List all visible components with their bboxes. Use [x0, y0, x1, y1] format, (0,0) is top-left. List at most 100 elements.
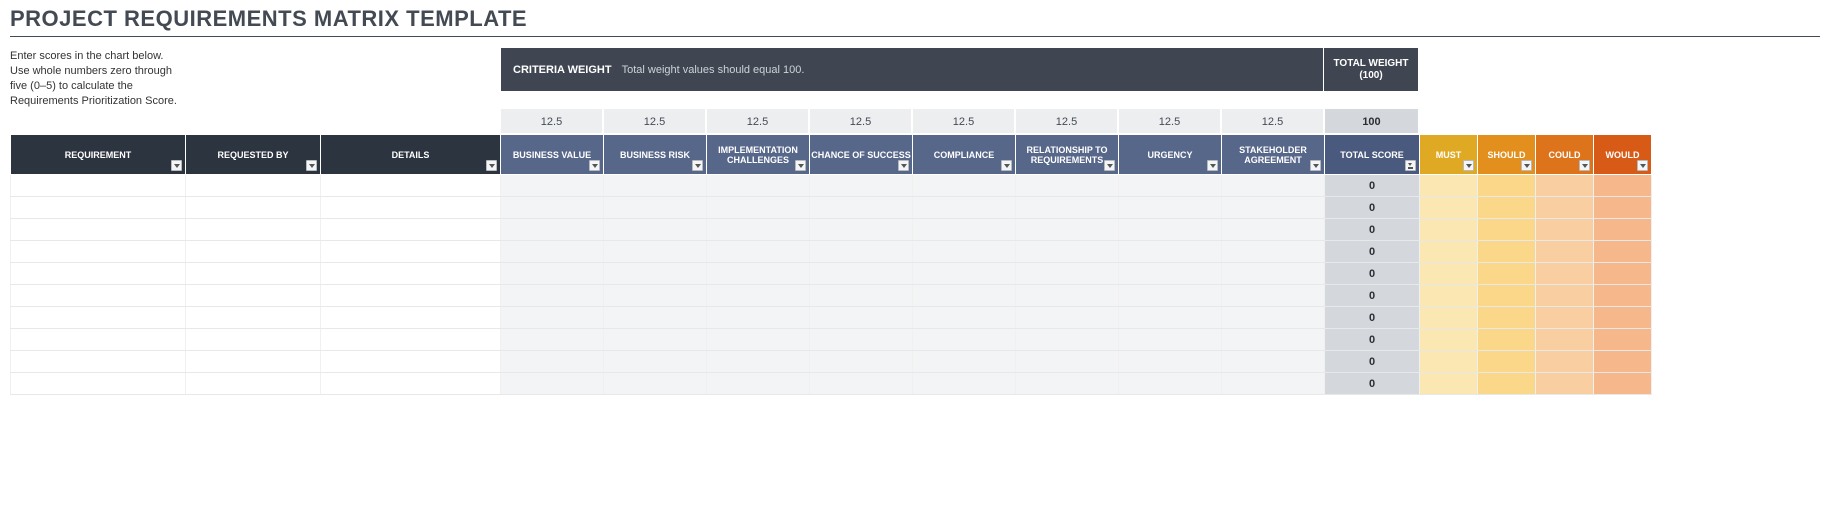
- cell-input[interactable]: [186, 329, 321, 351]
- filter-icon[interactable]: [1637, 160, 1648, 171]
- cell-input[interactable]: [321, 197, 501, 219]
- cell-criteria[interactable]: [810, 175, 913, 197]
- cell-input[interactable]: [321, 285, 501, 307]
- cell-criteria[interactable]: [1119, 307, 1222, 329]
- filter-icon[interactable]: [1001, 160, 1012, 171]
- cell-criteria[interactable]: [707, 219, 810, 241]
- col-compliance[interactable]: COMPLIANCE: [913, 135, 1016, 175]
- cell-criteria[interactable]: [501, 285, 604, 307]
- cell-input[interactable]: [11, 351, 186, 373]
- weight-cell[interactable]: 12.5: [500, 108, 603, 134]
- cell-criteria[interactable]: [1016, 241, 1119, 263]
- cell-criteria[interactable]: [707, 373, 810, 395]
- cell-input[interactable]: [186, 241, 321, 263]
- cell-input[interactable]: [11, 285, 186, 307]
- cell-criteria[interactable]: [707, 329, 810, 351]
- cell-criteria[interactable]: [501, 175, 604, 197]
- cell-criteria[interactable]: [1016, 197, 1119, 219]
- col-business-value[interactable]: BUSINESS VALUE: [501, 135, 604, 175]
- cell-criteria[interactable]: [604, 307, 707, 329]
- cell-criteria[interactable]: [604, 241, 707, 263]
- cell-criteria[interactable]: [810, 197, 913, 219]
- filter-icon[interactable]: [171, 160, 182, 171]
- weight-cell[interactable]: 12.5: [1015, 108, 1118, 134]
- cell-criteria[interactable]: [1222, 241, 1325, 263]
- cell-criteria[interactable]: [501, 307, 604, 329]
- cell-should[interactable]: [1478, 263, 1536, 285]
- cell-criteria[interactable]: [1119, 373, 1222, 395]
- cell-criteria[interactable]: [1222, 351, 1325, 373]
- cell-criteria[interactable]: [913, 373, 1016, 395]
- cell-criteria[interactable]: [707, 197, 810, 219]
- cell-criteria[interactable]: [1222, 175, 1325, 197]
- cell-criteria[interactable]: [810, 351, 913, 373]
- cell-would[interactable]: [1594, 329, 1652, 351]
- cell-would[interactable]: [1594, 263, 1652, 285]
- filter-icon[interactable]: [692, 160, 703, 171]
- cell-criteria[interactable]: [1222, 285, 1325, 307]
- filter-icon[interactable]: [1207, 160, 1218, 171]
- cell-criteria[interactable]: [501, 219, 604, 241]
- cell-criteria[interactable]: [1119, 351, 1222, 373]
- col-details[interactable]: DETAILS: [321, 135, 501, 175]
- cell-should[interactable]: [1478, 351, 1536, 373]
- cell-input[interactable]: [186, 351, 321, 373]
- cell-criteria[interactable]: [1222, 329, 1325, 351]
- cell-must[interactable]: [1420, 373, 1478, 395]
- cell-must[interactable]: [1420, 329, 1478, 351]
- cell-input[interactable]: [11, 241, 186, 263]
- cell-input[interactable]: [11, 219, 186, 241]
- weight-cell[interactable]: 12.5: [1221, 108, 1324, 134]
- cell-input[interactable]: [321, 175, 501, 197]
- cell-criteria[interactable]: [1016, 175, 1119, 197]
- cell-should[interactable]: [1478, 373, 1536, 395]
- cell-could[interactable]: [1536, 175, 1594, 197]
- cell-criteria[interactable]: [1016, 263, 1119, 285]
- cell-criteria[interactable]: [810, 307, 913, 329]
- cell-criteria[interactable]: [707, 263, 810, 285]
- cell-criteria[interactable]: [501, 329, 604, 351]
- cell-should[interactable]: [1478, 307, 1536, 329]
- filter-icon[interactable]: [486, 160, 497, 171]
- cell-criteria[interactable]: [1119, 241, 1222, 263]
- cell-criteria[interactable]: [604, 373, 707, 395]
- cell-must[interactable]: [1420, 219, 1478, 241]
- cell-input[interactable]: [11, 329, 186, 351]
- cell-criteria[interactable]: [501, 197, 604, 219]
- cell-would[interactable]: [1594, 175, 1652, 197]
- cell-criteria[interactable]: [810, 373, 913, 395]
- filter-icon[interactable]: [1579, 160, 1590, 171]
- cell-must[interactable]: [1420, 241, 1478, 263]
- filter-icon[interactable]: [306, 160, 317, 171]
- filter-icon[interactable]: [1104, 160, 1115, 171]
- filter-icon[interactable]: [898, 160, 909, 171]
- cell-input[interactable]: [186, 197, 321, 219]
- col-stakeholder-agreement[interactable]: STAKEHOLDER AGREEMENT: [1222, 135, 1325, 175]
- cell-input[interactable]: [186, 285, 321, 307]
- cell-criteria[interactable]: [1016, 373, 1119, 395]
- cell-criteria[interactable]: [501, 263, 604, 285]
- cell-input[interactable]: [321, 329, 501, 351]
- cell-criteria[interactable]: [1119, 175, 1222, 197]
- cell-must[interactable]: [1420, 175, 1478, 197]
- cell-criteria[interactable]: [501, 351, 604, 373]
- cell-criteria[interactable]: [1016, 219, 1119, 241]
- cell-criteria[interactable]: [604, 175, 707, 197]
- cell-criteria[interactable]: [1016, 285, 1119, 307]
- cell-could[interactable]: [1536, 197, 1594, 219]
- cell-input[interactable]: [11, 175, 186, 197]
- cell-criteria[interactable]: [604, 285, 707, 307]
- cell-could[interactable]: [1536, 219, 1594, 241]
- cell-criteria[interactable]: [604, 263, 707, 285]
- cell-criteria[interactable]: [913, 241, 1016, 263]
- cell-criteria[interactable]: [913, 329, 1016, 351]
- cell-criteria[interactable]: [1119, 329, 1222, 351]
- cell-input[interactable]: [321, 219, 501, 241]
- cell-could[interactable]: [1536, 263, 1594, 285]
- col-requested-by[interactable]: REQUESTED BY: [186, 135, 321, 175]
- col-relationship-to-requirements[interactable]: RELATIONSHIP TO REQUIREMENTS: [1016, 135, 1119, 175]
- col-could[interactable]: COULD: [1536, 135, 1594, 175]
- cell-criteria[interactable]: [501, 241, 604, 263]
- col-urgency[interactable]: URGENCY: [1119, 135, 1222, 175]
- col-would[interactable]: WOULD: [1594, 135, 1652, 175]
